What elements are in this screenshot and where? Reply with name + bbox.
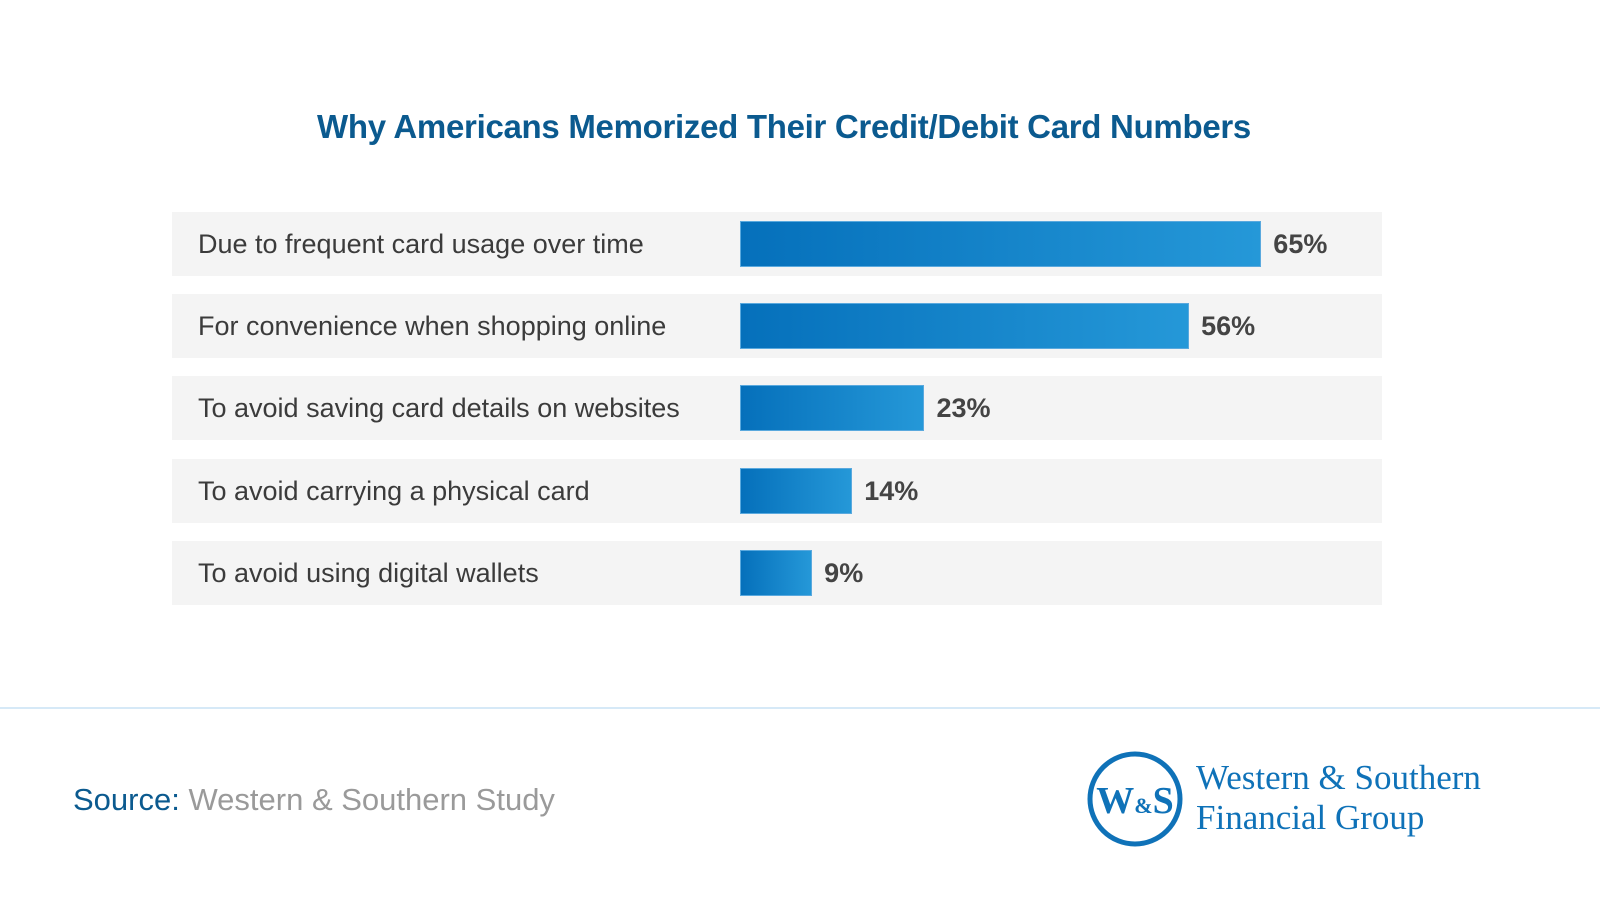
category-label: To avoid using digital wallets — [198, 558, 539, 588]
bar-row: Due to frequent card usage over time 65% — [172, 212, 1382, 276]
bar-row: To avoid carrying a physical card 14% — [172, 459, 1382, 523]
chart-title: Why Americans Memorized Their Credit/Deb… — [317, 108, 1251, 145]
svg-text:W&S: W&S — [1096, 780, 1173, 822]
bar — [740, 468, 853, 514]
company-logo-icon: W&S — [1087, 751, 1183, 847]
source-note: Source: Western & Southern Study — [73, 782, 555, 818]
data-label: 65% — [1273, 229, 1328, 259]
bar-row: For convenience when shopping online 56% — [172, 294, 1382, 358]
bar-row: To avoid saving card details on websites… — [172, 376, 1382, 440]
company-name-line2: Financial Group — [1196, 798, 1425, 837]
bar — [740, 385, 925, 431]
bar — [740, 221, 1262, 267]
bar — [740, 303, 1190, 349]
company-name: Western & Southern Financial Group — [1196, 758, 1481, 838]
category-label: Due to frequent card usage over time — [198, 229, 644, 259]
category-label: To avoid carrying a physical card — [198, 476, 590, 506]
data-label: 56% — [1201, 311, 1256, 341]
source-value: Western & Southern Study — [188, 782, 555, 817]
company-name-line1: Western & Southern — [1196, 758, 1481, 797]
data-label: 14% — [864, 476, 919, 506]
data-label: 23% — [936, 393, 991, 423]
category-label: To avoid saving card details on websites — [198, 393, 680, 423]
bar — [740, 550, 813, 596]
bar-row: To avoid using digital wallets 9% — [172, 541, 1382, 605]
category-label: For convenience when shopping online — [198, 311, 667, 341]
divider — [0, 707, 1600, 709]
data-label: 9% — [824, 558, 864, 588]
source-key: Source: — [73, 782, 180, 817]
